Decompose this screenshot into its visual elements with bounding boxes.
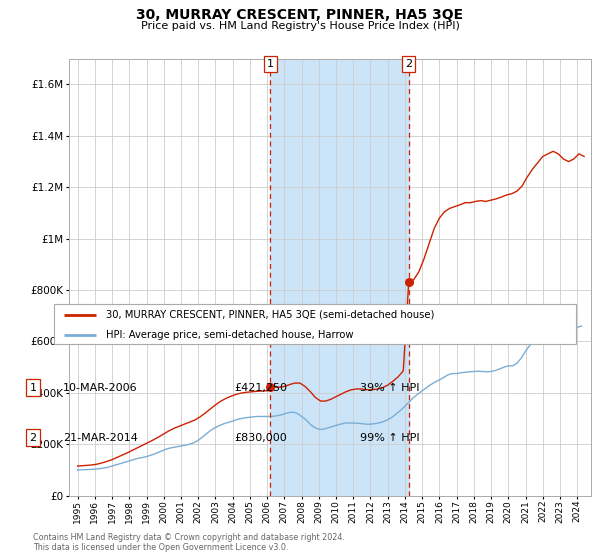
- Text: 2: 2: [405, 59, 412, 69]
- Text: 10-MAR-2006: 10-MAR-2006: [63, 382, 137, 393]
- Text: 30, MURRAY CRESCENT, PINNER, HA5 3QE: 30, MURRAY CRESCENT, PINNER, HA5 3QE: [136, 8, 464, 22]
- Text: 21-MAR-2014: 21-MAR-2014: [63, 433, 138, 443]
- Text: 1: 1: [29, 382, 37, 393]
- Text: 1: 1: [267, 59, 274, 69]
- Text: This data is licensed under the Open Government Licence v3.0.: This data is licensed under the Open Gov…: [33, 543, 289, 552]
- Text: £830,000: £830,000: [234, 433, 287, 443]
- Text: 99% ↑ HPI: 99% ↑ HPI: [360, 433, 419, 443]
- Text: £421,250: £421,250: [234, 382, 287, 393]
- FancyBboxPatch shape: [54, 304, 576, 344]
- Text: Price paid vs. HM Land Registry's House Price Index (HPI): Price paid vs. HM Land Registry's House …: [140, 21, 460, 31]
- Text: 39% ↑ HPI: 39% ↑ HPI: [360, 382, 419, 393]
- Text: 30, MURRAY CRESCENT, PINNER, HA5 3QE (semi-detached house): 30, MURRAY CRESCENT, PINNER, HA5 3QE (se…: [106, 310, 434, 320]
- Text: Contains HM Land Registry data © Crown copyright and database right 2024.: Contains HM Land Registry data © Crown c…: [33, 533, 345, 542]
- Bar: [271, 59, 409, 496]
- Text: HPI: Average price, semi-detached house, Harrow: HPI: Average price, semi-detached house,…: [106, 330, 354, 340]
- Text: 2: 2: [29, 433, 37, 443]
